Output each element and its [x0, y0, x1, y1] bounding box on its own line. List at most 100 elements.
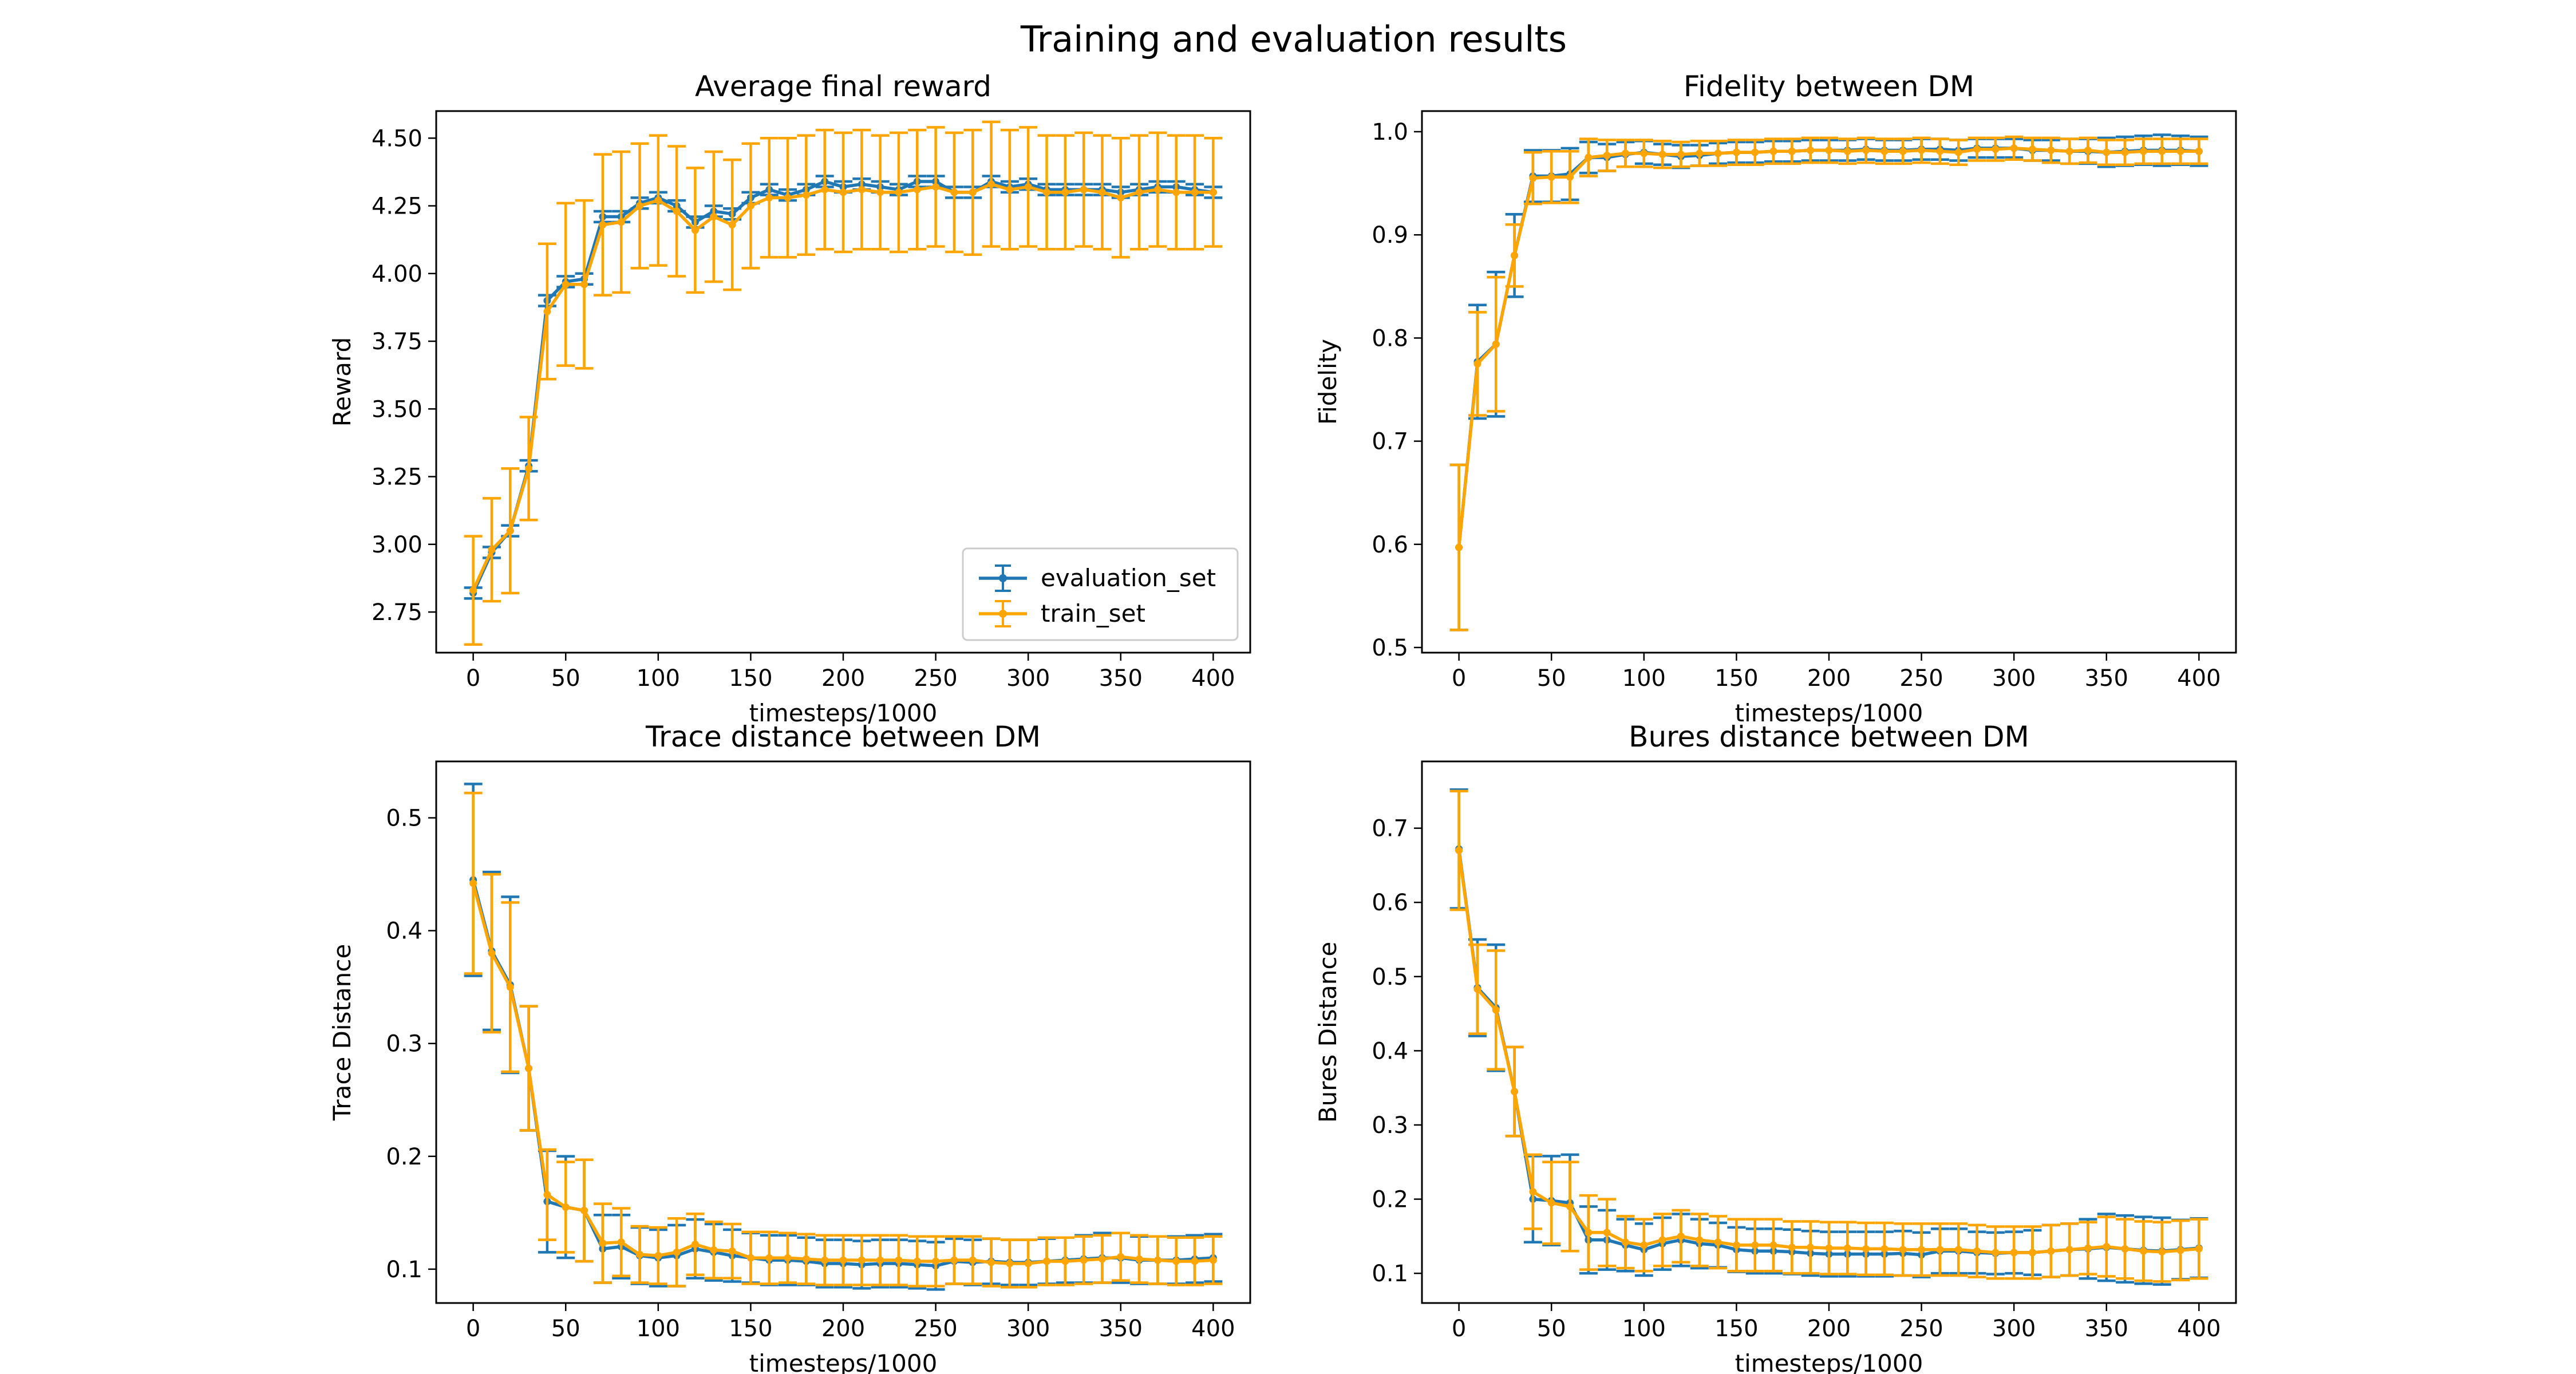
data-point	[1529, 1188, 1537, 1196]
data-point	[969, 1256, 977, 1264]
data-point	[1677, 1232, 1685, 1240]
x-tick-label: 250	[1899, 1316, 1943, 1342]
axes-frame	[1421, 110, 2237, 654]
data-point	[1153, 185, 1161, 194]
legend-label-train: train_set	[1041, 599, 1145, 627]
data-point	[580, 281, 588, 289]
data-point	[1788, 147, 1796, 155]
x-tick-label: 50	[551, 665, 580, 692]
data-point	[488, 546, 496, 554]
legend: evaluation_set train_set	[962, 547, 1239, 641]
data-point	[1622, 1238, 1629, 1246]
data-point	[1992, 1249, 2000, 1257]
data-point	[1135, 188, 1143, 196]
series-train_set	[464, 120, 1223, 646]
data-point	[1918, 1246, 1926, 1254]
y-tick-label: 0.2	[386, 1144, 422, 1170]
data-point	[1172, 188, 1180, 196]
data-point	[1825, 1244, 1833, 1252]
x-tick-label: 0	[466, 1316, 480, 1342]
data-point	[1209, 188, 1217, 196]
x-tick-label: 100	[1622, 665, 1666, 692]
x-tick-label: 400	[1191, 665, 1235, 692]
x-tick-label: 250	[914, 1316, 957, 1342]
y-tick-label: 3.25	[372, 464, 422, 491]
x-tick-label: 150	[1714, 1316, 1758, 1342]
axes-frame	[435, 110, 1251, 654]
data-point	[1006, 185, 1014, 194]
y-tick-label: 3.00	[372, 532, 422, 558]
data-point	[580, 1206, 588, 1214]
data-point	[654, 196, 662, 204]
data-point	[839, 1256, 847, 1264]
data-point	[895, 1256, 903, 1264]
data-point	[1862, 1245, 1870, 1253]
y-axis-label: Fidelity	[1314, 339, 1342, 425]
data-point	[691, 226, 699, 234]
x-axis-label: timesteps/1000	[749, 1349, 938, 1374]
data-point	[1640, 1241, 1648, 1249]
x-tick-label: 200	[1807, 1316, 1851, 1342]
x-tick-label: 300	[1006, 1316, 1050, 1342]
data-point	[599, 221, 607, 229]
data-point	[1696, 1236, 1704, 1244]
data-point	[987, 1258, 995, 1266]
data-point	[1547, 1199, 1555, 1207]
y-axis-label: Trace Distance	[328, 944, 356, 1121]
data-point	[1209, 1256, 1217, 1264]
data-point	[673, 1248, 681, 1256]
data-point	[746, 1254, 754, 1262]
data-point	[821, 1256, 829, 1264]
y-tick-label: 0.5	[1372, 964, 1408, 990]
data-point	[1135, 1255, 1143, 1263]
data-point	[932, 1257, 940, 1265]
x-tick-label: 100	[1622, 1316, 1666, 1342]
data-point	[1098, 1255, 1106, 1263]
data-point	[858, 185, 866, 194]
y-axis-label: Bures Distance	[1314, 942, 1342, 1123]
data-point	[562, 281, 570, 289]
data-point	[2103, 148, 2111, 156]
data-point	[1043, 1257, 1050, 1265]
data-point	[1511, 251, 1519, 259]
data-point	[1455, 543, 1463, 551]
data-point	[2047, 1247, 2055, 1255]
data-point	[2084, 146, 2092, 154]
data-point	[1769, 147, 1777, 155]
data-point	[1954, 1246, 1962, 1254]
data-point	[1807, 1243, 1815, 1251]
x-tick-label: 350	[1099, 1316, 1143, 1342]
data-point	[543, 1191, 551, 1199]
panel-title: Average final reward	[695, 70, 991, 103]
data-point	[1547, 173, 1555, 181]
data-point	[2047, 146, 2055, 154]
data-point	[710, 212, 718, 220]
data-point	[1658, 151, 1666, 159]
y-tick-label: 0.4	[386, 918, 422, 945]
x-tick-label: 100	[637, 665, 680, 692]
data-point	[1603, 1229, 1611, 1237]
data-point	[950, 188, 958, 196]
data-point	[1191, 1257, 1199, 1265]
data-point	[765, 1254, 773, 1262]
data-point	[802, 191, 810, 199]
data-point	[1061, 188, 1069, 196]
data-point	[1455, 847, 1463, 855]
y-tick-label: 0.7	[1372, 429, 1408, 455]
data-point	[562, 1203, 570, 1211]
panel-average-final-reward: Average final reward timesteps/1000 Rewa…	[328, 70, 1251, 727]
series-train_set	[1449, 135, 2208, 631]
y-tick-label: 0.7	[1372, 816, 1408, 842]
data-point	[1473, 985, 1481, 993]
data-point	[525, 1064, 533, 1072]
data-point	[1473, 360, 1481, 368]
x-tick-label: 100	[637, 1316, 680, 1342]
series-train_set	[1449, 789, 2208, 1283]
y-axis-label: Reward	[328, 337, 356, 427]
data-point	[2158, 1248, 2166, 1256]
data-point	[969, 188, 977, 196]
data-point	[876, 1256, 884, 1264]
data-point	[802, 1255, 810, 1263]
x-axis-label: timesteps/1000	[1735, 699, 1923, 727]
